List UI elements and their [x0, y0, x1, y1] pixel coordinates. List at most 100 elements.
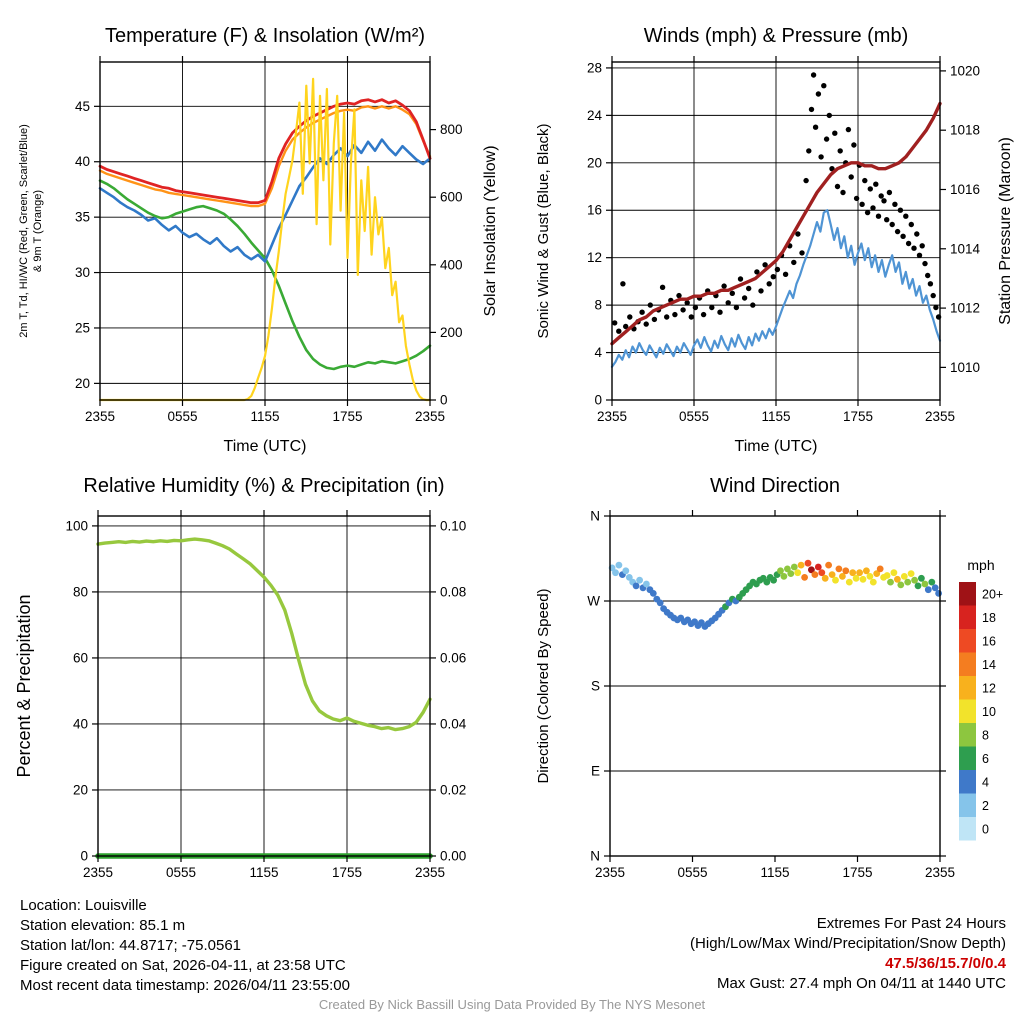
chart-temperature-insolation: 2355 0555 1155 1755 2355 20 25 30 35 40 45 0 200 400 6… — [18, 25, 499, 455]
svg-text:1010: 1010 — [950, 360, 980, 375]
svg-text:600: 600 — [440, 190, 463, 205]
svg-text:400: 400 — [440, 257, 463, 272]
svg-text:0555: 0555 — [167, 409, 197, 424]
wind-direction-points — [608, 559, 942, 630]
svg-text:8: 8 — [594, 298, 602, 313]
svg-text:Station Pressure (Maroon): Station Pressure (Maroon) — [997, 137, 1014, 325]
svg-text:20: 20 — [73, 782, 88, 797]
svg-text:40: 40 — [73, 716, 88, 731]
svg-text:2355: 2355 — [925, 865, 955, 880]
2m-temp-red — [98, 98, 432, 205]
svg-text:25: 25 — [75, 320, 90, 335]
svg-text:4: 4 — [982, 775, 989, 789]
svg-text:12: 12 — [982, 681, 996, 695]
extremes-info: Extremes For Past 24 Hours (High/Low/Max… — [690, 914, 1006, 994]
svg-text:1155: 1155 — [760, 865, 789, 880]
svg-text:1016: 1016 — [950, 182, 980, 197]
svg-text:16: 16 — [587, 203, 602, 218]
svg-text:Time (UTC): Time (UTC) — [224, 438, 307, 455]
svg-text:N: N — [590, 849, 600, 864]
svg-text:0.10: 0.10 — [440, 518, 466, 533]
data-timestamp: Most recent data timestamp: 2026/04/11 2… — [20, 977, 350, 994]
svg-text:24: 24 — [587, 108, 603, 123]
svg-text:Winds (mph) & Pressure (mb): Winds (mph) & Pressure (mb) — [644, 25, 909, 47]
svg-text:20: 20 — [75, 376, 90, 391]
svg-text:0: 0 — [80, 849, 88, 864]
chart-humidity-precip: 2355 0555 1155 1755 23550204060801000.000.02… — [14, 475, 467, 880]
svg-text:W: W — [587, 594, 600, 609]
svg-text:1755: 1755 — [843, 409, 873, 424]
svg-text:14: 14 — [982, 658, 996, 672]
svg-text:Direction (Colored By Speed): Direction (Colored By Speed) — [535, 588, 552, 783]
svg-text:8: 8 — [982, 728, 989, 742]
svg-text:2355: 2355 — [415, 409, 445, 424]
svg-text:800: 800 — [440, 122, 463, 137]
svg-text:1755: 1755 — [332, 865, 362, 880]
svg-text:12: 12 — [587, 250, 602, 265]
svg-text:16: 16 — [982, 634, 996, 648]
svg-text:1012: 1012 — [950, 301, 980, 316]
relative-humidity-green — [96, 537, 432, 732]
svg-text:28: 28 — [587, 60, 602, 75]
svg-text:1155: 1155 — [250, 409, 279, 424]
svg-text:35: 35 — [75, 210, 90, 225]
svg-text:Time (UTC): Time (UTC) — [735, 438, 818, 455]
credit-line: Created By Nick Bassill Using Data Provi… — [318, 997, 706, 1012]
svg-text:0.06: 0.06 — [440, 650, 466, 665]
svg-text:0555: 0555 — [677, 865, 707, 880]
svg-text:1020: 1020 — [950, 63, 980, 78]
svg-text:0.00: 0.00 — [440, 849, 466, 864]
9m-temp-orange — [98, 105, 432, 208]
svg-text:2355: 2355 — [597, 409, 627, 424]
svg-text:mph: mph — [967, 557, 994, 573]
sonic-wind-blue — [610, 209, 942, 368]
gust-dots — [612, 72, 942, 334]
svg-text:E: E — [591, 764, 600, 779]
svg-text:Temperature (F) & Insolation (: Temperature (F) & Insolation (W/m²) — [105, 25, 425, 47]
station-location: Location: Louisville — [20, 897, 147, 914]
speed-colorbar-legend: mph 20+ 18 16 14 12 10 8 6 4 2 0 — [959, 557, 1003, 841]
svg-text:60: 60 — [73, 650, 88, 665]
svg-text:30: 30 — [75, 265, 90, 280]
svg-text:Solar Insolation (Yellow): Solar Insolation (Yellow) — [482, 145, 499, 316]
svg-text:1755: 1755 — [842, 865, 872, 880]
svg-text:1755: 1755 — [332, 409, 362, 424]
svg-text:2355: 2355 — [925, 409, 955, 424]
svg-text:20: 20 — [587, 155, 602, 170]
svg-text:80: 80 — [73, 584, 88, 599]
figure-created: Figure created on Sat, 2026-04-11, at 23… — [20, 957, 346, 974]
svg-text:Percent & Precipitation: Percent & Precipitation — [14, 594, 34, 777]
svg-text:& 9m T (Orange): & 9m T (Orange) — [32, 190, 44, 272]
extremes-values: 47.5/36/15.7/0/0.4 — [885, 955, 1006, 972]
chart-winds-pressure: 2355 0555 1155 1755 235504812162024281010101… — [535, 25, 1014, 455]
svg-text:2355: 2355 — [415, 865, 445, 880]
svg-text:0: 0 — [594, 393, 602, 408]
footer: Location: Louisville Station elevation: … — [0, 890, 1024, 996]
charts-grid: 2355 0555 1155 1755 2355 20 25 30 35 40 45 0 200 400 6… — [14, 25, 1014, 880]
gridlines — [100, 62, 430, 400]
gridlines — [612, 62, 940, 400]
svg-text:S: S — [591, 679, 600, 694]
svg-text:Wind Direction: Wind Direction — [710, 475, 840, 497]
svg-text:2355: 2355 — [595, 865, 625, 880]
svg-text:0555: 0555 — [679, 409, 709, 424]
svg-text:2: 2 — [982, 799, 989, 813]
gridlines — [98, 516, 430, 856]
svg-text:0: 0 — [982, 822, 989, 836]
svg-text:10: 10 — [982, 705, 996, 719]
station-latlon: Station lat/lon: 44.8717; -75.0561 — [20, 937, 242, 954]
svg-text:0.08: 0.08 — [440, 584, 466, 599]
svg-text:4: 4 — [594, 345, 602, 360]
hi-wc-blue — [98, 138, 432, 263]
svg-text:0555: 0555 — [166, 865, 196, 880]
svg-text:100: 100 — [65, 518, 88, 533]
gridlines — [610, 600, 940, 772]
extremes-subtitle: (High/Low/Max Wind/Precipitation/Snow De… — [690, 935, 1006, 952]
svg-text:1014: 1014 — [950, 241, 981, 256]
svg-text:1018: 1018 — [950, 123, 980, 138]
svg-text:20+: 20+ — [982, 587, 1003, 601]
extremes-title: Extremes For Past 24 Hours — [816, 915, 1006, 932]
svg-text:1155: 1155 — [761, 409, 790, 424]
svg-text:2355: 2355 — [85, 409, 115, 424]
